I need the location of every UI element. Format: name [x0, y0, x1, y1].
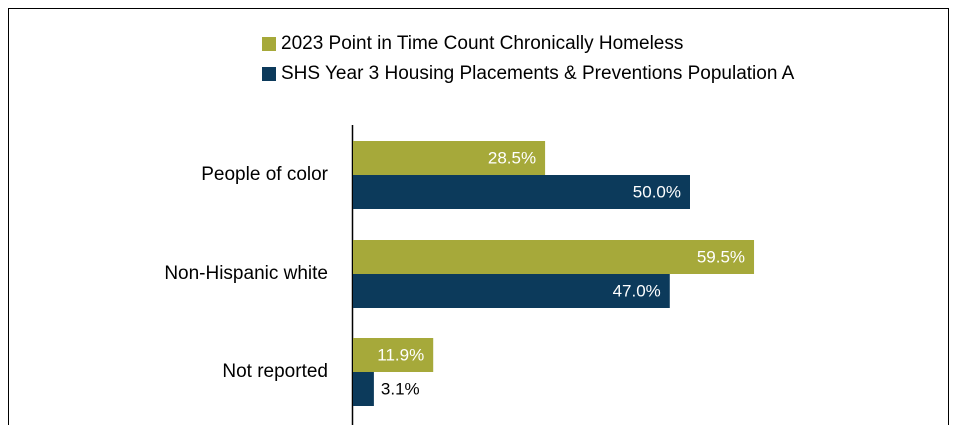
- value-label: 28.5%: [488, 148, 536, 167]
- legend-label: SHS Year 3 Housing Placements & Preventi…: [281, 63, 795, 84]
- category-label: Non-Hispanic white: [164, 263, 328, 284]
- bar: [353, 372, 374, 406]
- bar: [353, 175, 690, 209]
- category-label: People of color: [201, 164, 328, 185]
- bar: [353, 274, 670, 308]
- bar: [353, 240, 755, 274]
- value-label: 47.0%: [613, 281, 661, 300]
- legend-swatch: [262, 37, 276, 51]
- value-label: 59.5%: [697, 247, 745, 266]
- value-label: 50.0%: [633, 182, 681, 201]
- value-label: 11.9%: [377, 345, 424, 364]
- legend-swatch: [262, 67, 276, 81]
- bar: [353, 141, 546, 175]
- bar: [353, 338, 434, 372]
- category-label: Not reported: [222, 361, 328, 382]
- legend-label: 2023 Point in Time Count Chronically Hom…: [281, 33, 683, 54]
- value-label: 3.1%: [381, 379, 420, 398]
- frame: [8, 8, 949, 425]
